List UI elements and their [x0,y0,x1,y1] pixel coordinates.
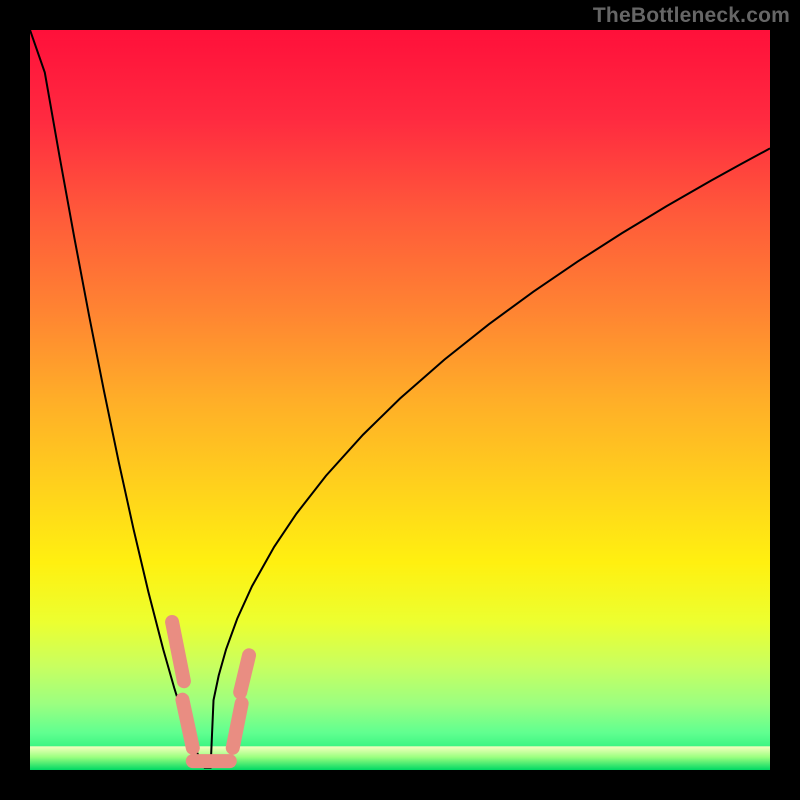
chart-frame: TheBottleneck.com [0,0,800,800]
chart-svg [0,0,800,800]
watermark-text: TheBottleneck.com [593,4,790,28]
plot-bg [30,30,770,770]
floor-band [30,746,770,770]
